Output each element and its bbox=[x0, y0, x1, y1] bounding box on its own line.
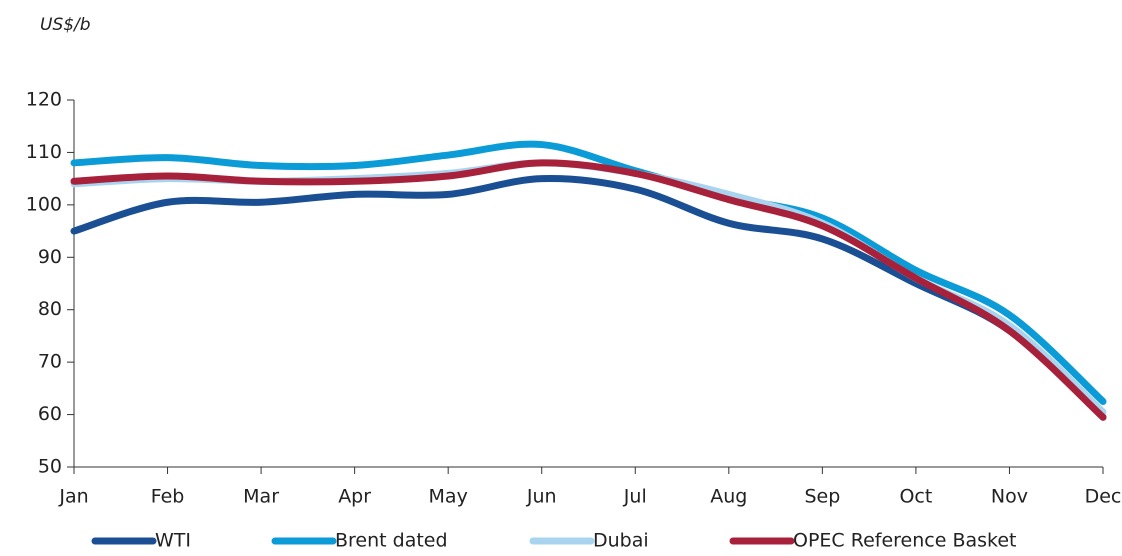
x-tick-label: Mar bbox=[243, 486, 279, 508]
x-tick-label: Sep bbox=[804, 486, 840, 508]
y-tick-label: 90 bbox=[38, 246, 62, 268]
legend-label: Brent dated bbox=[335, 530, 448, 552]
y-tick-label: 100 bbox=[26, 193, 62, 215]
x-tick-label: Jun bbox=[526, 486, 557, 508]
x-tick-label: Jan bbox=[58, 486, 88, 508]
line bbox=[70, 140, 1107, 405]
y-tick-label: 110 bbox=[26, 141, 62, 163]
legend-label: Dubai bbox=[593, 530, 649, 552]
x-tick-label: May bbox=[429, 486, 468, 508]
y-tick-label: 70 bbox=[38, 351, 62, 373]
x-tick-label: Nov bbox=[991, 486, 1028, 508]
x-tick-label: Apr bbox=[338, 486, 371, 508]
x-tick-label: Feb bbox=[151, 486, 185, 508]
line bbox=[70, 159, 1107, 421]
y-tick-label: 120 bbox=[26, 89, 62, 111]
legend-label: OPEC Reference Basket bbox=[793, 530, 1016, 552]
y-tick-label: 50 bbox=[38, 456, 62, 478]
x-tick-label: Aug bbox=[710, 486, 747, 508]
legend-label: WTI bbox=[155, 530, 191, 552]
y-tick-label: 80 bbox=[38, 298, 62, 320]
y-tick-label: 60 bbox=[38, 403, 62, 425]
x-tick-label: Jul bbox=[623, 486, 647, 508]
x-tick-label: Dec bbox=[1085, 486, 1122, 508]
y-axis-label: US$/b bbox=[40, 15, 91, 35]
x-tick-label: Oct bbox=[899, 486, 932, 508]
